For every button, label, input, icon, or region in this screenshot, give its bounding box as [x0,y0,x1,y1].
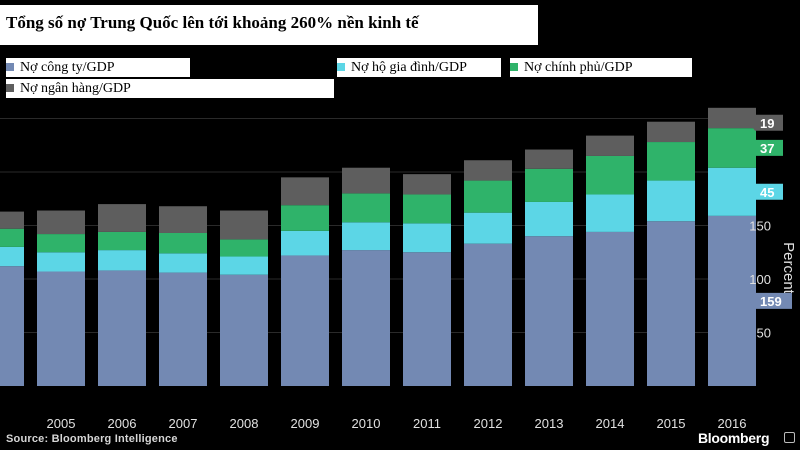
end-label-bank: 19 [760,116,774,131]
legend-label-household: Nợ hộ gia đình/GDP [351,60,467,75]
bar-household-2012 [464,212,512,244]
bar-government-2008 [220,239,268,257]
bar-government-2009 [281,205,329,231]
bar-government-2007 [159,232,207,254]
x-tick-label-2009: 2009 [291,416,320,431]
legend-swatch-government [510,63,518,71]
bar-bank-2013 [525,149,573,169]
bar-bank-2007 [159,206,207,233]
end-tag-corporate [749,292,792,309]
x-tick-label-2005: 2005 [47,416,76,431]
bar-bank-2012 [464,160,512,181]
legend-item-corporate: Nợ công ty/GDP [6,58,190,77]
bar-household-2016 [708,167,756,216]
x-tick-label-2007: 2007 [169,416,198,431]
bar-household-2004 [0,246,24,267]
bar-corporate-2007 [159,272,207,386]
x-tick-label-2016: 2016 [718,416,747,431]
bar-government-2014 [586,155,634,195]
end-label-household: 45 [760,185,774,200]
y-axis-label: Percent [780,242,797,295]
end-tag-household [749,183,783,200]
x-tick-label-2011: 2011 [413,416,441,431]
bar-bank-2004 [0,211,24,229]
y-tick-label-100: 100 [749,272,771,287]
legend-item-government: Nợ chính phủ/GDP [510,58,692,77]
legend-swatch-household [337,63,345,71]
chart-title: Tổng số nợ Trung Quốc lên tới khoảng 260… [6,13,419,32]
bar-bank-2015 [647,121,695,143]
bar-corporate-2005 [37,271,85,386]
bar-household-2009 [281,230,329,256]
bar-bank-2009 [281,177,329,206]
bar-household-2011 [403,223,451,253]
bar-government-2015 [647,142,695,181]
bar-government-2012 [464,180,512,213]
bar-household-2006 [98,250,146,271]
bar-government-2010 [342,193,390,223]
bar-bank-2011 [403,174,451,195]
bar-corporate-2012 [464,243,512,386]
bar-household-2008 [220,256,268,275]
legend-swatch-corporate [6,63,14,71]
x-tick-label-2008: 2008 [230,416,259,431]
legend-item-household: Nợ hộ gia đình/GDP [337,58,501,77]
bar-household-2015 [647,180,695,222]
end-label-government: 37 [760,141,774,156]
x-tick-label-2013: 2013 [535,416,564,431]
bar-corporate-2014 [586,231,634,386]
bar-bank-2016 [708,107,756,129]
bar-household-2014 [586,194,634,232]
bar-government-2011 [403,194,451,224]
end-tag-government [749,139,783,156]
bar-household-2007 [159,253,207,273]
legend-label-bank: Nợ ngân hàng/GDP [20,81,131,96]
bar-bank-2006 [98,204,146,232]
legend-swatch-bank [6,84,14,92]
bar-bank-2014 [586,135,634,156]
bar-government-2006 [98,231,146,251]
bar-corporate-2010 [342,250,390,386]
title-box: Tổng số nợ Trung Quốc lên tới khoảng 260… [0,5,538,45]
bloomberg-logo: Bloomberg [698,430,770,446]
bar-bank-2005 [37,210,85,235]
y-tick-label-150: 150 [749,219,771,234]
end-label-corporate: 159 [760,294,782,309]
bar-corporate-2013 [525,236,573,386]
bar-corporate-2008 [220,274,268,386]
x-tick-label-2014: 2014 [596,416,625,431]
bar-corporate-2016 [708,215,756,386]
legend-label-government: Nợ chính phủ/GDP [524,60,633,75]
x-tick-label-2012: 2012 [474,416,503,431]
y-tick-label-50: 50 [757,326,771,341]
bar-corporate-2006 [98,270,146,386]
bar-bank-2008 [220,210,268,240]
bar-corporate-2009 [281,255,329,386]
x-tick-label-2010: 2010 [352,416,381,431]
legend-label-corporate: Nợ công ty/GDP [20,60,115,75]
bar-household-2013 [525,201,573,237]
x-tick-label-2015: 2015 [657,416,686,431]
bar-bank-2010 [342,167,390,194]
bar-corporate-2004 [0,266,24,386]
bar-government-2004 [0,228,24,247]
bar-government-2016 [708,128,756,168]
bar-corporate-2015 [647,221,695,386]
bar-corporate-2011 [403,252,451,386]
bar-household-2010 [342,222,390,251]
end-tag-bank [749,114,783,131]
bar-household-2005 [37,252,85,272]
bloomberg-logo-icon [784,432,795,443]
source-note: Source: Bloomberg Intelligence [6,433,178,445]
legend-item-bank: Nợ ngân hàng/GDP [6,79,334,98]
bar-government-2013 [525,168,573,202]
x-tick-label-2006: 2006 [108,416,137,431]
bar-government-2005 [37,234,85,253]
